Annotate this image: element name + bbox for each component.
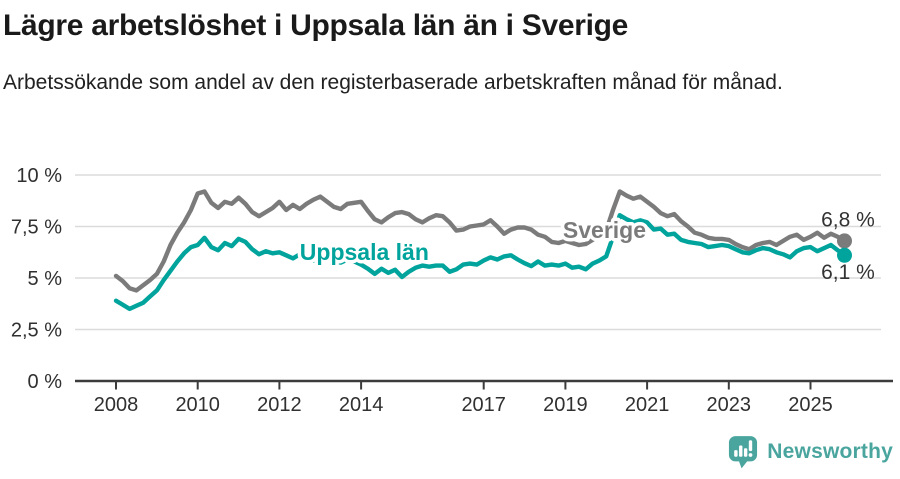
- series-line-uppsala-l-n: [113, 212, 847, 312]
- x-tick-label: 2025: [788, 394, 833, 416]
- series-end-value-uppsala-l-n: 6,1 %: [821, 261, 875, 284]
- newsworthy-bubble-icon: [729, 436, 758, 469]
- x-tick-label: 2014: [339, 394, 384, 416]
- end-dot-uppsala-l-n: [837, 247, 852, 263]
- x-tick-label: 2021: [625, 394, 670, 416]
- chart-subtitle: Arbetssökande som andel av den registerb…: [3, 71, 783, 94]
- x-tick-label: 2008: [94, 394, 139, 416]
- series-name-label-uppsala-l-n: Uppsala län: [300, 239, 429, 265]
- x-tick-label: 2010: [175, 394, 220, 416]
- series-end-value-sverige: 6,8 %: [821, 208, 875, 231]
- end-dot-sverige: [837, 233, 852, 249]
- y-tick-label: 5 %: [28, 268, 63, 290]
- x-tick-label: 2017: [461, 394, 506, 416]
- series-line-sverige: [113, 189, 847, 293]
- y-tick-label: 7,5 %: [11, 217, 62, 239]
- x-tick-label: 2023: [707, 394, 752, 416]
- x-tick-label: 2019: [543, 394, 588, 416]
- page-title: Lägre arbetslöshet i Uppsala län än i Sv…: [3, 9, 629, 42]
- y-tick-label: 2,5 %: [11, 320, 62, 342]
- series-name-label-sverige: Sverige: [563, 217, 646, 243]
- brand-name: Newsworthy: [767, 440, 893, 463]
- y-tick-label: 10 %: [16, 165, 62, 187]
- y-tick-label: 0 %: [28, 371, 63, 393]
- x-tick-label: 2012: [257, 394, 302, 416]
- chart-header: Lägre arbetslöshet i Uppsala län än i Sv…: [3, 0, 783, 97]
- newsworthy-logo[interactable]: Newsworthy: [728, 435, 893, 469]
